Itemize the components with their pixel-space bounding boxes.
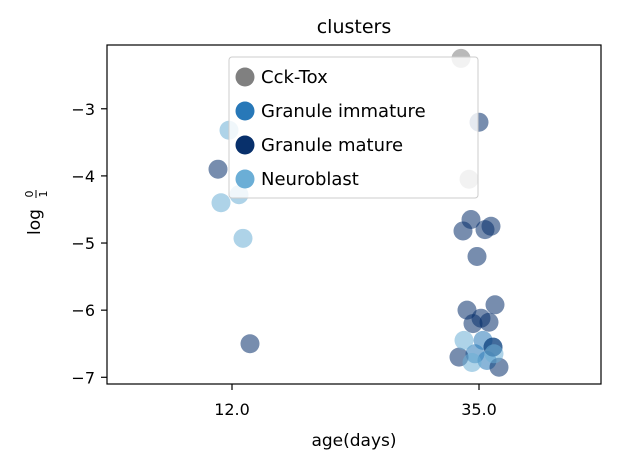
legend-items: Cck-Tox Granule immature Granule mature Neu… [235, 67, 426, 190]
y-axis-label-denominator: 1 [37, 191, 50, 198]
y-tick-label-3: −6 [71, 301, 95, 320]
y-axis-label-numerator: 0 [23, 191, 36, 198]
x-tick-label-0: 12.0 [214, 400, 250, 419]
x-axis-ticks: 12.0 35.0 [214, 384, 497, 419]
point-neuroblast-5 [484, 344, 504, 364]
legend-label-granule-mature: Granule mature [261, 135, 403, 156]
legend-marker-granule-immature [235, 101, 255, 121]
point-granule-mature-1 [240, 334, 260, 354]
y-tick-label-1: −4 [71, 167, 95, 186]
point-neuroblast-6 [462, 353, 482, 373]
point-neuroblast-2 [211, 193, 231, 213]
y-tick-label-0: −3 [71, 100, 95, 119]
point-granule-mature-12 [463, 314, 483, 334]
y-tick-label-2: −5 [71, 234, 95, 253]
y-tick-label-4: −7 [71, 368, 95, 387]
point-granule-mature-11 [479, 312, 499, 332]
point-neuroblast-3 [233, 228, 253, 248]
point-neuroblast-4 [454, 330, 474, 350]
plot-frame [106, 44, 602, 385]
legend-marker-cck-tox [235, 67, 255, 87]
legend-marker-granule-mature [235, 135, 255, 155]
chart-title: clusters [317, 16, 392, 38]
legend-label-granule-immature: Granule immature [261, 101, 426, 122]
y-axis-label: log 0 1 [23, 190, 50, 235]
legend-marker-neuroblast [235, 169, 255, 189]
point-granule-mature-7 [467, 246, 487, 266]
point-granule-mature-5 [453, 221, 473, 241]
legend-label-cck-tox: Cck-Tox [261, 67, 328, 88]
x-axis-label: age(days) [311, 431, 396, 451]
legend: Cck-Tox Granule immature Granule mature Neu… [228, 56, 479, 199]
legend-label-neuroblast: Neuroblast [261, 169, 359, 190]
y-axis-ticks: −3 −4 −5 −6 −7 [71, 100, 107, 387]
point-granule-mature-8 [485, 295, 505, 315]
point-granule-mature-0 [208, 159, 228, 179]
legend-box [228, 56, 479, 199]
point-granule-mature-6 [475, 220, 495, 240]
y-axis-label-text: log [25, 209, 45, 235]
x-tick-label-1: 35.0 [461, 400, 497, 419]
